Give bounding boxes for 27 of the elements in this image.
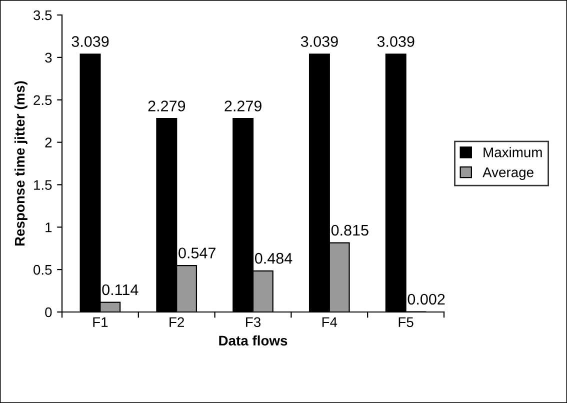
y-tick-label: 1.5: [34, 180, 52, 190]
legend-label: Maximum: [484, 147, 542, 158]
data-label: 3.039: [377, 36, 414, 47]
y-tick-label: 0: [45, 307, 52, 318]
x-tick-label: F2: [170, 317, 184, 327]
y-tick-label: 3: [45, 52, 52, 63]
legend-label: Average: [482, 168, 534, 180]
data-label: 2.279: [148, 100, 186, 112]
data-label: 0.002: [408, 294, 445, 305]
data-label: 3.039: [300, 36, 338, 47]
data-label: 0.815: [331, 224, 368, 236]
y-tick-label: 3.5: [34, 10, 52, 20]
x-tick-label: F3: [246, 317, 260, 328]
data-label: 2.279: [224, 100, 262, 112]
y-tick-label: 2: [45, 138, 52, 148]
y-tick-label: 2.5: [34, 95, 52, 106]
data-label: 0.484: [254, 252, 292, 264]
y-tick-label: 0.5: [34, 264, 52, 275]
data-label: 0.547: [178, 248, 216, 258]
x-tick-label: F4: [322, 317, 338, 327]
data-label: 3.039: [72, 36, 109, 47]
y-axis-title: Response time jitter (ms): [14, 81, 28, 246]
x-tick-label: F5: [398, 317, 414, 328]
x-tick-label: F1: [93, 317, 108, 327]
x-axis-title: Data flows: [219, 335, 288, 346]
y-tick-label: 1: [46, 222, 52, 232]
data-label: 0.114: [102, 284, 138, 296]
